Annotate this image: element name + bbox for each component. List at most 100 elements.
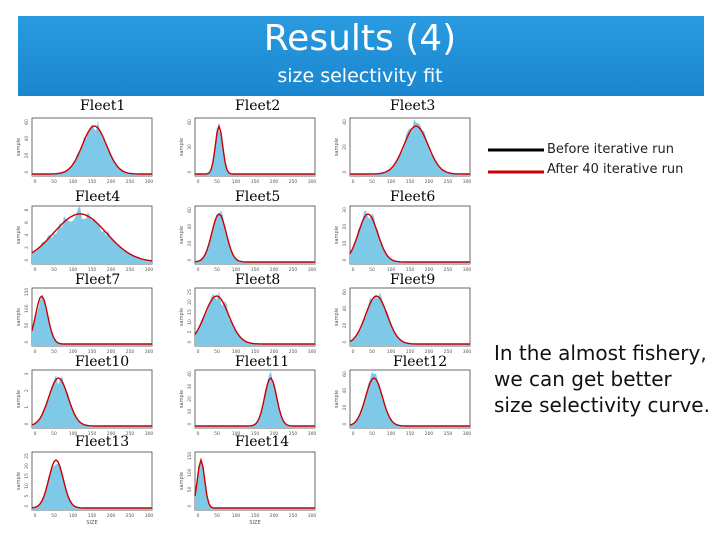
fleet-label-2: Fleet2 [235,98,281,114]
fleet-plot-4: sample 0 2 4 6 8 0 50 100 150 200 250 300 [16,205,154,273]
plot-ytick: 0 [187,504,193,507]
plot-ytick: 4 [24,233,30,236]
plot-xtick: 0 [34,431,37,437]
plot-xtick: 250 [126,267,135,273]
plot-ytick: 30 [187,384,193,390]
plot-ylabel: sample [334,138,340,156]
plot-ytick: 0 [24,340,30,343]
plot-ytick: 50 [24,322,30,328]
plot-ytick: 100 [187,468,193,477]
plot-xtick: 50 [51,513,57,519]
plot-xtick: 100 [69,349,78,355]
plot-ytick: 100 [24,304,30,313]
plot-xtick: 100 [232,513,241,519]
plot-ytick: 20 [342,144,348,150]
plot-xtick: 300 [308,431,317,437]
fleet-label-9: Fleet9 [390,272,436,288]
plot-xtick: 0 [34,349,37,355]
plot-ylabel: sample [334,226,340,244]
conclusion-note: In the almost fishery, we can get better… [494,341,710,417]
plot-xtick: 100 [387,431,396,437]
plot-xtick: 200 [270,513,279,519]
plot-ytick: 0 [342,170,348,173]
plot-ytick: 5 [187,330,193,333]
observed-area [350,210,470,264]
after-fit-line [349,213,470,263]
plot-xtick: 100 [69,267,78,273]
plot-xtick: 200 [425,431,434,437]
plot-xtick: 50 [369,349,375,355]
plot-frame [194,369,316,429]
plot-ytick: 20 [187,299,193,305]
plot-ytick: 40 [342,306,348,312]
plot-ytick: 0 [187,170,193,173]
plot-xtick: 100 [69,179,78,185]
plot-xtick: 300 [145,179,154,185]
plot-xtick: 300 [308,349,317,355]
plot-ytick: 20 [187,396,193,402]
plot-ytick: 25 [24,453,30,459]
plot-xtick: 50 [369,179,375,185]
plot-xtick: 150 [88,513,97,519]
plot-ytick: 10 [187,409,193,415]
plot-ytick: 0 [24,422,30,425]
plot-xtick: 150 [88,431,97,437]
plot-xtick: 150 [406,431,415,437]
plot-ytick: 60 [187,207,193,213]
plot-xtick: 200 [107,513,116,519]
plot-ylabel: sample [334,390,340,408]
slide-subtitle: size selectivity fit [277,65,443,87]
plot-xtick: 0 [34,513,37,519]
plot-ytick: 60 [342,289,348,295]
fleet-label-7: Fleet7 [75,272,121,288]
plot-xtick: 0 [352,349,355,355]
plot-ytick: 20 [342,322,348,328]
fleet-plot-7: sample 0 50 100 150 0 50 100 150 200 250 300 [16,288,153,355]
plot-xtick: 150 [251,431,260,437]
after-fit-line [349,295,470,345]
fleet-plot-5: sample 0 20 40 60 0 50 100 150 200 250 300 [179,205,316,273]
fleet-label-12: Fleet12 [393,354,448,370]
plot-xtick: 0 [197,349,200,355]
after-fit-line [195,377,315,427]
plot-ylabel: sample [16,472,22,490]
plot-ytick: 5 [24,494,30,497]
plot-xtick: 250 [289,431,298,437]
observed-area [195,371,315,428]
observed-area [195,126,315,176]
after-fit-line [31,377,152,427]
title-banner [18,16,704,96]
fleet-label-1: Fleet1 [80,98,126,114]
observed-area [195,210,315,264]
legend-after-label: After 40 iterative run [547,162,684,177]
plot-xtick: 50 [369,267,375,273]
plot-ylabel: sample [179,390,185,408]
plot-xtick: 100 [387,267,396,273]
plot-xtick: 100 [232,431,241,437]
plot-ytick: 0 [187,258,193,261]
fleet-label-8: Fleet8 [235,272,281,288]
before-fit-line [195,377,315,427]
plot-xtick: 250 [444,431,453,437]
after-fit-line [32,125,152,175]
plot-xtick: 150 [406,349,415,355]
plot-xtick: 150 [88,349,97,355]
plot-xtick: 50 [51,431,57,437]
plot-ytick: 20 [187,240,193,246]
plot-ytick: 40 [24,136,30,142]
plot-ytick: 150 [187,452,193,461]
plot-ytick: 10 [187,319,193,325]
after-fit-line [31,213,153,262]
fleet-plot-11: sample 0 10 20 30 40 0 50 100 150 200 250 300 [179,369,317,437]
plot-ytick: 40 [342,119,348,125]
plot-xtick: 150 [251,513,260,519]
legend-lines [488,148,544,174]
plot-xtick: 300 [145,267,154,273]
plot-ytick: 15 [24,473,30,479]
legend-before-label: Before iterative run [547,142,675,157]
plot-xlabel: SIZE [86,520,97,526]
plot-xtick: 150 [88,179,97,185]
plot-xtick: 100 [69,513,78,519]
plot-xtick: 200 [425,267,434,273]
